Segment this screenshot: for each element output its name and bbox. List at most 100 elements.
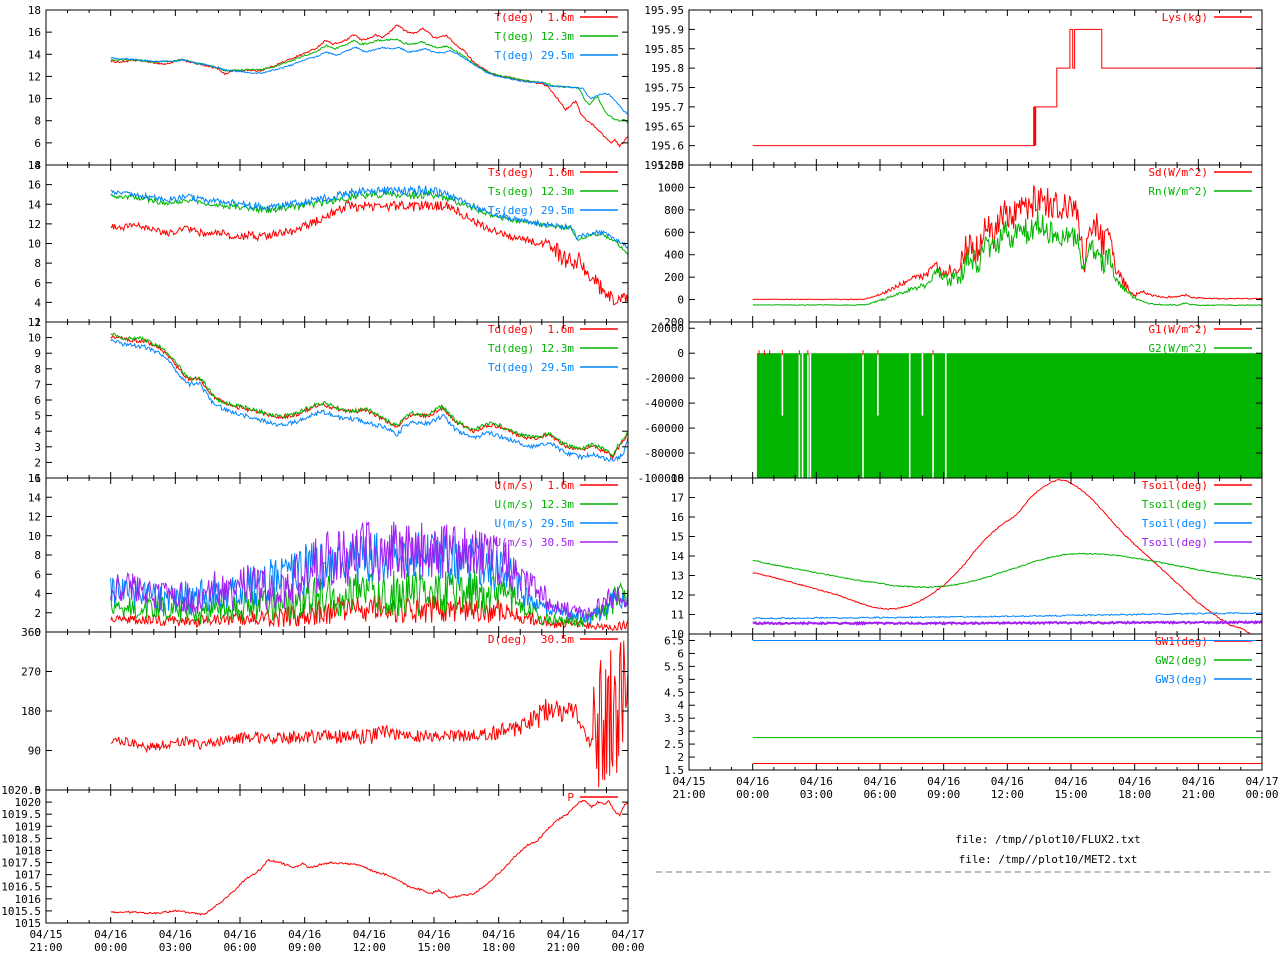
y-tick-label-D: 360 bbox=[21, 626, 41, 639]
plot-area-Tsoil bbox=[752, 479, 1262, 634]
y-tick-label-Td: 1 bbox=[34, 472, 41, 485]
legend-label-D-0: D(deg) 30.5m bbox=[488, 633, 574, 646]
file-note-flux: file: /tmp//plot10/FLUX2.txt bbox=[955, 833, 1141, 846]
x-label-time-6: 15:00 bbox=[417, 941, 450, 954]
frame-P bbox=[45, 789, 629, 924]
panel-SdRn: Sd(W/m^2) Rn(W/m^2) 1200 1000 800 600 400 200 0 -… bbox=[658, 159, 1263, 329]
g2-block bbox=[756, 353, 1262, 478]
series-T-0 bbox=[110, 24, 628, 148]
y-tick-label-U: 12 bbox=[28, 511, 41, 524]
x-label-date-9: 04/17 bbox=[611, 928, 644, 941]
y-tick-label-Ts: 14 bbox=[28, 198, 42, 211]
y-tick-label-U: 6 bbox=[34, 568, 41, 581]
x-label-date-9: 04/17 bbox=[1245, 775, 1278, 788]
series-Tsoil-1 bbox=[752, 552, 1262, 589]
y-tick-label-T: 8 bbox=[34, 115, 41, 128]
series-Td-2 bbox=[110, 338, 628, 462]
y-tick-label-U: 10 bbox=[28, 530, 41, 543]
y-tick-label-Tsoil: 17 bbox=[671, 492, 684, 505]
y-tick-label-U: 4 bbox=[34, 588, 41, 601]
plot-area-G bbox=[756, 350, 1262, 478]
y-tick-label-Lys: 195.85 bbox=[644, 43, 684, 56]
legend-label-G-0: G1(W/m^2) bbox=[1148, 323, 1208, 336]
y-tick-label-T: 6 bbox=[34, 137, 41, 150]
plot-area-Td bbox=[110, 332, 628, 462]
legend-label-Td-1: Td(deg) 12.3m bbox=[488, 342, 574, 355]
panel-P: P1020.510201019.510191018.510181017.5101… bbox=[1, 784, 644, 954]
x-label-time-3: 06:00 bbox=[223, 941, 256, 954]
frame-GW bbox=[688, 633, 1263, 771]
y-tick-label-D: 180 bbox=[21, 705, 41, 718]
x-label-date-1: 04/16 bbox=[94, 928, 127, 941]
y-tick-label-U: 16 bbox=[28, 472, 41, 485]
panel-Tsoil: Tsoil(deg) Tsoil(deg) Tsoil(deg) Tsoil(deg)… bbox=[671, 472, 1263, 641]
y-tick-label-Tsoil: 16 bbox=[671, 511, 684, 524]
legend-label-U-2: U(m/s) 29.5m bbox=[495, 517, 575, 530]
legend-label-Ts-1: Ts(deg) 12.3m bbox=[488, 185, 574, 198]
y-tick-label-Td: 8 bbox=[34, 363, 41, 376]
x-label-time-4: 09:00 bbox=[288, 941, 321, 954]
y-tick-label-T: 14 bbox=[28, 48, 42, 61]
legend-label-U-3: U(m/s) 30.5m bbox=[495, 536, 575, 549]
plot-area-Lys bbox=[752, 28, 1262, 147]
plot-area-D bbox=[110, 640, 628, 788]
g2-block-gap-0 bbox=[781, 353, 784, 416]
x-label-time-8: 21:00 bbox=[1182, 788, 1215, 801]
x-label-time-1: 00:00 bbox=[736, 788, 769, 801]
y-tick-label-T: 18 bbox=[28, 4, 41, 17]
g2-block-gap-9 bbox=[932, 353, 934, 478]
legend-label-Ts-0: Ts(deg) 1.6m bbox=[488, 166, 574, 179]
x-label-time-1: 00:00 bbox=[94, 941, 127, 954]
legend-label-GW-1: GW2(deg) bbox=[1155, 654, 1208, 667]
y-tick-label-D: 0 bbox=[34, 784, 41, 797]
y-tick-label-P: 1016 bbox=[15, 893, 42, 906]
y-tick-label-Lys: 195.65 bbox=[644, 120, 684, 133]
x-label-time-4: 09:00 bbox=[927, 788, 960, 801]
y-tick-label-P: 1017.5 bbox=[1, 857, 41, 870]
x-label-date-6: 04/16 bbox=[417, 928, 450, 941]
y-tick-label-P: 1019 bbox=[15, 820, 42, 833]
series-SdRn-1 bbox=[752, 208, 1262, 307]
x-label-time-0: 21:00 bbox=[672, 788, 705, 801]
y-tick-label-Lys: 195.75 bbox=[644, 82, 684, 95]
y-tick-label-T: 12 bbox=[28, 70, 41, 83]
x-label-time-7: 18:00 bbox=[482, 941, 515, 954]
y-tick-label-G: 20000 bbox=[651, 322, 684, 335]
g2-block-gap-5 bbox=[862, 353, 864, 478]
legend-label-Tsoil-1: Tsoil(deg) bbox=[1142, 498, 1208, 511]
legend-label-Lys-0: Lys(kg) bbox=[1162, 11, 1208, 24]
frame-D bbox=[45, 631, 629, 791]
y-tick-label-SdRn: 1200 bbox=[658, 159, 685, 172]
y-tick-label-Tsoil: 14 bbox=[671, 550, 685, 563]
y-tick-label-Td: 3 bbox=[34, 441, 41, 454]
legend-label-Ts-2: Ts(deg) 29.5m bbox=[488, 204, 574, 217]
plot-area-SdRn bbox=[752, 185, 1262, 307]
y-tick-label-Td: 11 bbox=[28, 316, 41, 329]
plot-area-U bbox=[110, 520, 628, 632]
y-tick-label-Tsoil: 13 bbox=[671, 570, 684, 583]
x-label-time-2: 03:00 bbox=[159, 941, 192, 954]
legend-label-Td-2: Td(deg) 29.5m bbox=[488, 361, 574, 374]
panel-T: T(deg) 1.6m T(deg) 12.3m T(deg) 29.5m 18 16 1… bbox=[28, 4, 629, 172]
y-tick-label-P: 1015 bbox=[15, 917, 42, 930]
y-tick-label-U: 14 bbox=[28, 491, 42, 504]
y-tick-label-Ts: 10 bbox=[28, 238, 41, 251]
y-tick-label-P: 1018 bbox=[15, 844, 42, 857]
series-Td-1 bbox=[110, 332, 628, 457]
series-Ts-2 bbox=[110, 185, 628, 249]
legend-label-GW-0: GW1(deg) bbox=[1155, 635, 1208, 648]
y-tick-label-P: 1016.5 bbox=[1, 881, 41, 894]
y-tick-label-SdRn: 400 bbox=[664, 249, 684, 262]
x-label-date-0: 04/15 bbox=[672, 775, 705, 788]
y-tick-label-SdRn: 800 bbox=[664, 204, 684, 217]
x-label-date-2: 04/16 bbox=[159, 928, 192, 941]
series-Tsoil-2 bbox=[752, 611, 1262, 620]
y-tick-label-Td: 5 bbox=[34, 410, 41, 423]
series-U-2 bbox=[110, 532, 628, 624]
y-tick-label-Lys: 195.95 bbox=[644, 4, 684, 17]
y-tick-label-Tsoil: 10 bbox=[671, 628, 684, 641]
y-tick-label-GW: 6 bbox=[677, 647, 684, 660]
y-tick-label-SdRn: 0 bbox=[677, 294, 684, 307]
